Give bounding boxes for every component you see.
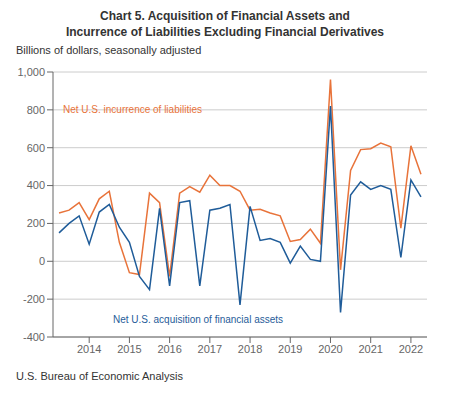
svg-text:400: 400 [27,179,45,191]
svg-text:2017: 2017 [198,343,222,355]
svg-text:200: 200 [27,217,45,229]
svg-text:600: 600 [27,142,45,154]
svg-text:2014: 2014 [77,343,101,355]
html-text:U.S. Bureau of Economic Analys: U.S. Bureau of Economic Analysis [16,370,183,382]
html-text:Net U.S. acquisition of financ: Net U.S. acquisition of financial assets [113,314,283,325]
svg-text:2018: 2018 [238,343,262,355]
svg-text:0: 0 [39,255,45,267]
svg-text:2016: 2016 [157,343,181,355]
svg-text:-400: -400 [23,331,45,343]
svg-text:800: 800 [27,104,45,116]
html-text:Net U.S. incurrence of liabili: Net U.S. incurrence of liabilities [63,104,202,115]
svg-text:1,000: 1,000 [17,66,45,78]
svg-text:2019: 2019 [278,343,302,355]
svg-text:2015: 2015 [117,343,141,355]
svg-text:-200: -200 [23,293,45,305]
svg-text:2022: 2022 [399,343,423,355]
svg-text:2021: 2021 [358,343,382,355]
html-text:Billions of dollars, seasonall: Billions of dollars, seasonally adjusted [16,44,202,56]
html-text:Chart 5. Acquisition of Financ: Chart 5. Acquisition of Financial Assets… [65,9,384,39]
svg-text:2020: 2020 [318,343,342,355]
